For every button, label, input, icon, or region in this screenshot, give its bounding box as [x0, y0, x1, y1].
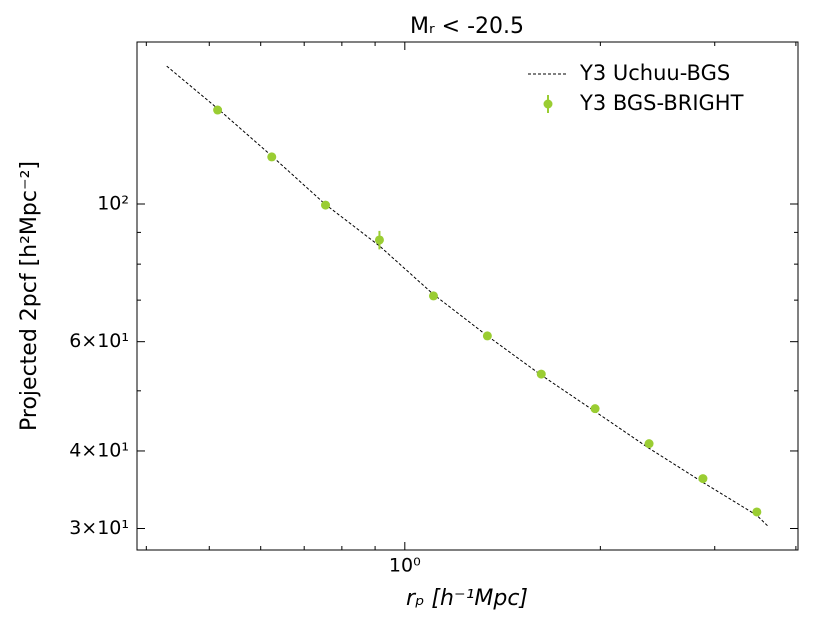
data-point: [374, 235, 384, 245]
data-point: [321, 200, 331, 210]
y-tick-label: 10²: [97, 192, 129, 214]
data-point: [536, 369, 546, 379]
legend-marker: [543, 99, 553, 109]
data-point: [267, 152, 277, 162]
data-point: [590, 404, 600, 414]
legend-label: Y3 BGS-BRIGHT: [579, 91, 744, 115]
data-point: [644, 439, 654, 449]
y-tick-label: 4×10¹: [69, 439, 129, 461]
data-point: [752, 507, 762, 517]
model-line: [166, 65, 769, 528]
data-point: [428, 291, 438, 301]
y-axis-label: Projected 2pcf [h²Mpc⁻²]: [17, 161, 42, 431]
chart-title: Mᵣ < -20.5: [410, 14, 524, 39]
x-axis-label: rₚ [h⁻¹Mpc]: [406, 586, 528, 611]
y-tick-label: 6×10¹: [69, 330, 129, 352]
plot-frame: [136, 41, 799, 551]
x-tick-label: 10⁰: [389, 555, 421, 577]
data-point: [213, 105, 223, 115]
data-point: [482, 331, 492, 341]
legend-label: Y3 Uchuu-BGS: [579, 61, 730, 85]
data-point: [698, 474, 708, 484]
y-tick-label: 3×10¹: [69, 517, 129, 539]
